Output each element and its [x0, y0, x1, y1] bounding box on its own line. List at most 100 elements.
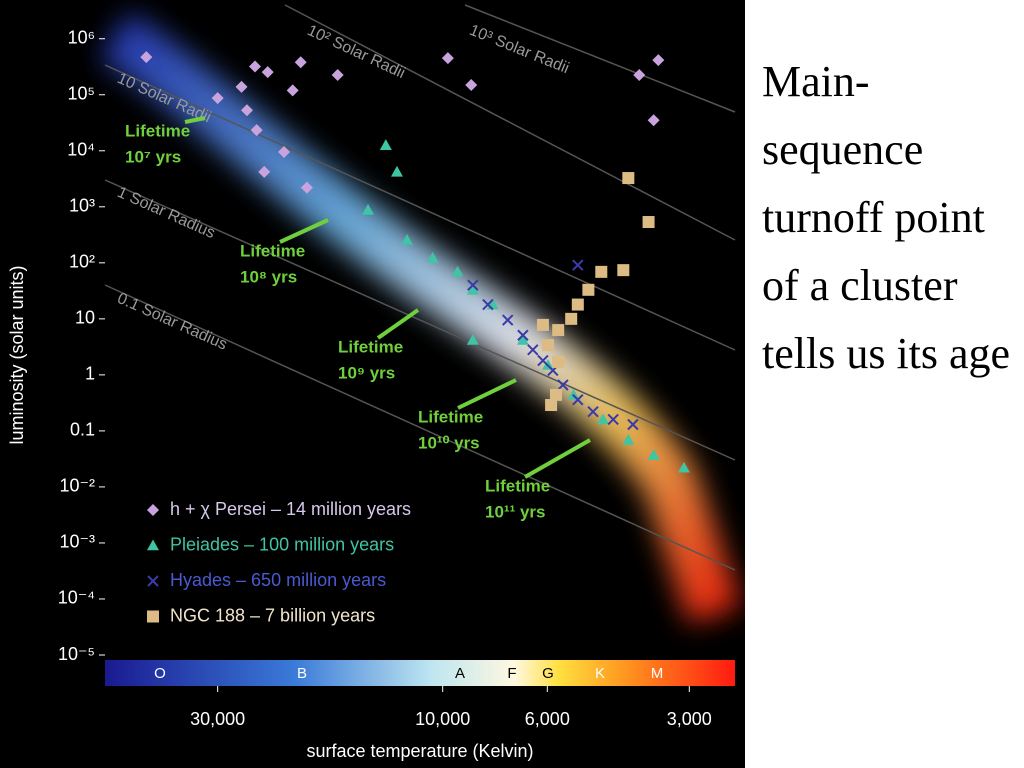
point — [516, 333, 529, 345]
point — [331, 69, 344, 82]
point — [552, 355, 565, 368]
point — [536, 318, 549, 331]
point — [633, 69, 646, 82]
y-tick-label: 10² — [69, 252, 95, 272]
point — [550, 388, 563, 401]
point — [465, 79, 478, 92]
y-axis-label: luminosity (solar units) — [7, 265, 27, 444]
point — [647, 449, 660, 460]
point — [517, 329, 529, 341]
x-tick-label: 3,000 — [667, 709, 712, 729]
y-tick-label: 1 — [85, 364, 95, 384]
spectral-class: O — [154, 665, 166, 682]
point — [426, 251, 439, 263]
point — [572, 259, 584, 271]
spectral-class: G — [542, 665, 554, 682]
annotation-text: 10⁹ yrs — [338, 363, 395, 382]
point — [502, 314, 514, 326]
point — [235, 80, 248, 93]
point — [482, 298, 494, 311]
annotation-text: 10¹¹ yrs — [485, 502, 545, 521]
radius-line — [104, 284, 736, 571]
point — [545, 398, 558, 411]
point — [677, 461, 690, 473]
annotation-text: 10⁸ yrs — [240, 267, 297, 286]
annotation-pointer — [184, 116, 206, 124]
point — [294, 56, 307, 69]
spectral-class: A — [455, 665, 465, 682]
y-tick-label: 10 — [75, 308, 95, 328]
point — [249, 60, 262, 73]
point — [552, 324, 565, 337]
y-tick-label: 10⁴ — [67, 140, 95, 160]
point — [441, 52, 454, 65]
point — [627, 418, 639, 431]
spectral-class: B — [297, 665, 307, 682]
point — [401, 234, 414, 245]
radius-line — [284, 4, 736, 241]
point — [261, 66, 274, 79]
legend-label: h + χ Persei – 14 million years — [170, 499, 411, 519]
point — [466, 283, 479, 295]
y-tick-label: 10³ — [69, 196, 95, 216]
radius-line — [104, 64, 736, 351]
annotation-text: Lifetime — [338, 337, 403, 356]
annotation-text: Lifetime — [240, 241, 305, 260]
point — [527, 344, 539, 356]
series — [362, 139, 690, 473]
point — [572, 394, 584, 406]
y-tick-label: 10⁶ — [68, 27, 95, 47]
annotation-pointer — [376, 308, 420, 340]
annotation-pointer — [279, 218, 329, 244]
series — [536, 172, 655, 411]
point — [622, 433, 635, 445]
legend-marker — [147, 539, 159, 551]
spectral-class: M — [651, 665, 664, 682]
point — [250, 124, 263, 137]
point — [642, 216, 655, 229]
x-tick-label: 10,000 — [415, 709, 470, 729]
legend-marker — [147, 575, 159, 587]
point — [652, 54, 665, 67]
chart: 10² Solar Radii 10³ Solar Radii 10 Solar… — [0, 0, 745, 768]
x-tick-label: 30,000 — [190, 709, 245, 729]
spectral-class: K — [595, 665, 605, 682]
main-sequence-glow — [100, 11, 742, 624]
radius-line — [464, 4, 736, 113]
y-tick-label: 10⁻³ — [59, 532, 95, 552]
x-tick-label: 6,000 — [525, 709, 570, 729]
point — [300, 181, 313, 194]
legend-marker — [147, 504, 159, 516]
annotation-pointer — [457, 378, 517, 410]
radius-line — [104, 179, 736, 461]
point — [258, 165, 271, 178]
point — [390, 165, 403, 177]
point — [597, 413, 610, 425]
y-tick-label: 0.1 — [70, 420, 95, 440]
y-tick-label: 10⁻² — [59, 476, 95, 496]
background — [0, 0, 745, 768]
point — [595, 265, 608, 278]
point — [451, 265, 464, 277]
point — [278, 146, 291, 159]
spectral-bar — [105, 660, 735, 686]
point — [362, 203, 375, 215]
point — [240, 104, 253, 117]
point — [587, 406, 599, 418]
point — [466, 333, 479, 345]
annotation-text: 10¹⁰ yrs — [418, 433, 480, 452]
legend-label: NGC 188 – 7 billion years — [170, 605, 375, 625]
annotation-text: Lifetime — [125, 121, 190, 140]
point — [140, 51, 153, 64]
point — [557, 379, 569, 391]
annotation-text: Lifetime — [485, 476, 550, 495]
x-axis-label: surface temperature (Kelvin) — [306, 741, 533, 761]
point — [286, 84, 299, 97]
point — [607, 413, 619, 426]
y-tick-label: 10⁵ — [68, 84, 95, 104]
point — [467, 279, 479, 291]
y-tick-label: 10⁻⁵ — [58, 644, 95, 664]
point — [379, 139, 392, 150]
annotation-text: Lifetime — [418, 407, 483, 426]
